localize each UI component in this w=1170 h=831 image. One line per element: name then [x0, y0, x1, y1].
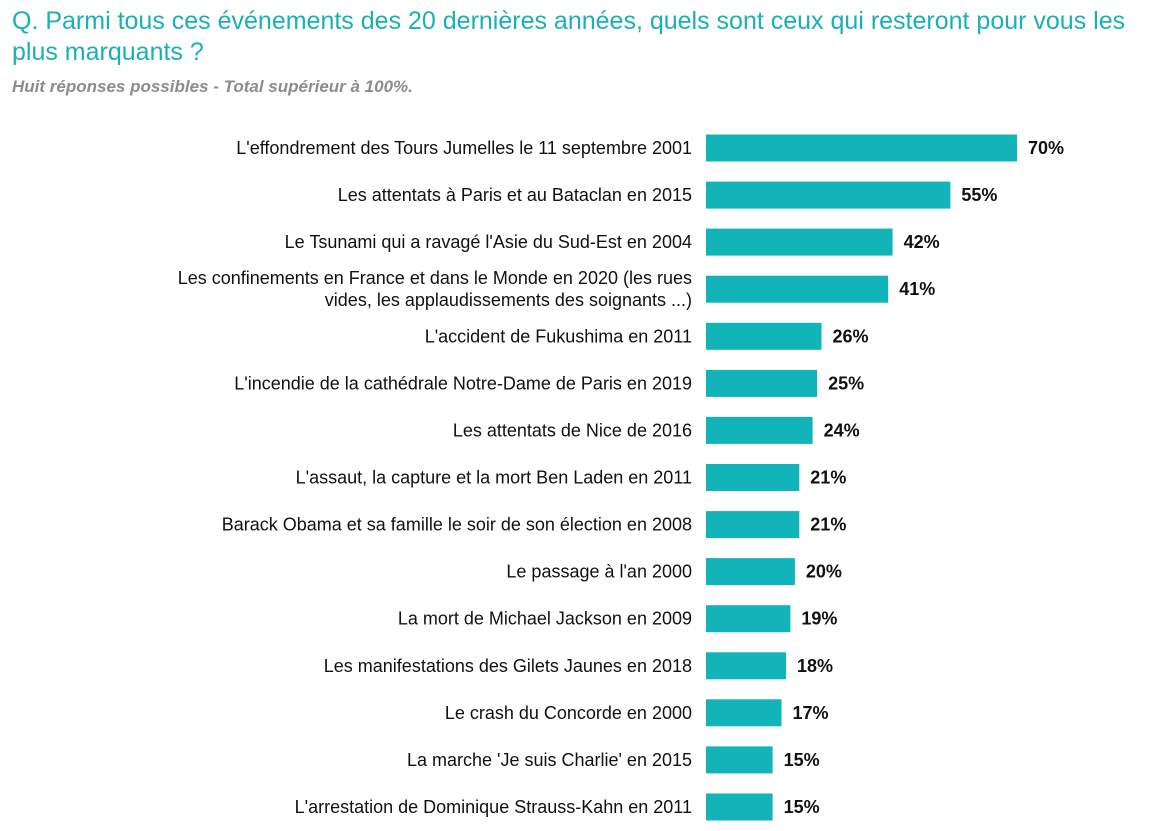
- value-label-15: 15%: [784, 797, 820, 817]
- value-label-5: 26%: [833, 326, 869, 346]
- category-label-11: La mort de Michael Jackson en 2009: [398, 609, 692, 629]
- bar-14: [706, 746, 773, 774]
- value-label-12: 18%: [797, 656, 833, 676]
- bar-7: [706, 416, 813, 444]
- category-label-1: L'effondrement des Tours Jumelles le 11 …: [236, 138, 692, 158]
- category-label-7: Les attentats de Nice de 2016: [453, 420, 692, 440]
- bar-6: [706, 369, 818, 397]
- bar-15: [706, 793, 773, 821]
- bar-2: [706, 181, 951, 209]
- bar-8: [706, 464, 800, 491]
- category-label-3: Le Tsunami qui a ravagé l'Asie du Sud-Es…: [285, 232, 692, 252]
- bar-1: [706, 134, 1017, 162]
- value-label-3: 42%: [904, 232, 940, 252]
- category-label-9: Barack Obama et sa famille le soir de so…: [222, 515, 692, 535]
- bar-9: [706, 511, 800, 539]
- category-label-4-line-2: vides, les applaudissements des soignant…: [325, 290, 692, 310]
- category-label-14: La marche 'Je suis Charlie' en 2015: [407, 750, 692, 770]
- value-label-11: 19%: [801, 609, 837, 629]
- value-label-10: 20%: [806, 562, 842, 582]
- category-label-10: Le passage à l'an 2000: [506, 562, 692, 582]
- category-label-13: Le crash du Concorde en 2000: [445, 703, 692, 723]
- bar-12: [706, 652, 786, 680]
- value-label-1: 70%: [1028, 138, 1064, 158]
- bar-4: [706, 275, 889, 303]
- category-label-15: L'arrestation de Dominique Strauss-Kahn …: [295, 797, 692, 817]
- value-label-14: 15%: [784, 750, 820, 770]
- category-label-6: L'incendie de la cathédrale Notre-Dame d…: [234, 373, 692, 393]
- value-label-9: 21%: [810, 515, 846, 535]
- value-label-7: 24%: [824, 420, 860, 440]
- value-label-8: 21%: [810, 468, 846, 488]
- category-label-4-line-1: Les confinements en France et dans le Mo…: [178, 268, 692, 288]
- value-label-6: 25%: [828, 373, 864, 393]
- value-label-2: 55%: [961, 185, 997, 205]
- category-label-12: Les manifestations des Gilets Jaunes en …: [324, 656, 692, 676]
- bar-5: [706, 322, 822, 350]
- category-label-8: L'assaut, la capture et la mort Ben Lade…: [296, 468, 692, 488]
- bar-10: [706, 558, 795, 586]
- bar-3: [706, 228, 893, 256]
- bar-11: [706, 605, 791, 633]
- bar-13: [706, 699, 782, 727]
- chart-title: Q. Parmi tous ces événements des 20 dern…: [12, 7, 1126, 66]
- value-label-4: 41%: [899, 279, 935, 299]
- category-label-5: L'accident de Fukushima en 2011: [425, 326, 692, 346]
- value-label-13: 17%: [793, 703, 829, 723]
- chart-subtitle: Huit réponses possibles - Total supérieu…: [12, 77, 413, 96]
- category-label-2: Les attentats à Paris et au Bataclan en …: [338, 185, 692, 205]
